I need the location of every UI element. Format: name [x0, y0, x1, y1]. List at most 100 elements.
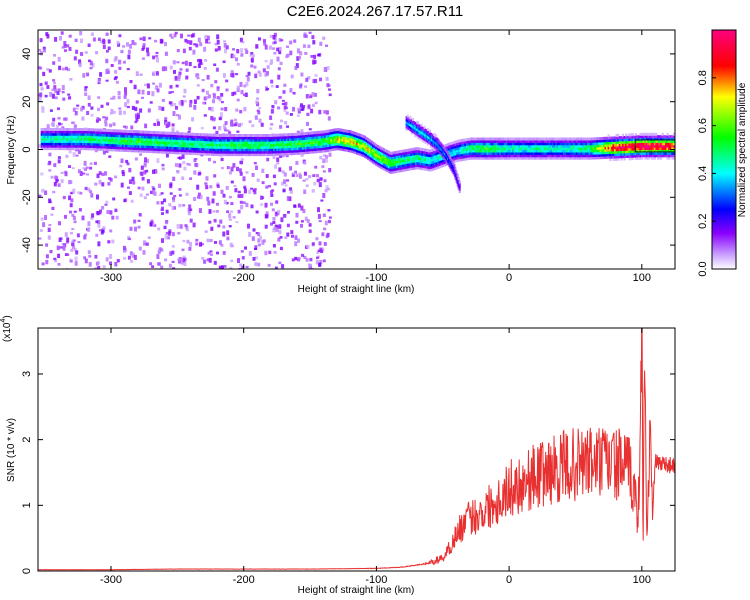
noise-cell	[175, 84, 179, 88]
spectral-cell	[606, 141, 609, 145]
spectral-cell	[524, 154, 527, 158]
spectral-cell	[320, 142, 324, 146]
spectral-cell	[623, 140, 626, 144]
noise-cell	[237, 258, 240, 263]
spectral-cell	[171, 146, 174, 150]
spectral-cell	[123, 129, 126, 133]
noise-cell	[220, 93, 224, 97]
spectral-cell	[270, 138, 273, 142]
spectral-cell	[153, 138, 156, 142]
spectral-cell	[333, 142, 336, 146]
spectral-cell	[633, 135, 636, 139]
noise-cell	[201, 79, 205, 82]
spectral-cell	[96, 133, 99, 137]
spectral-cell	[118, 143, 121, 147]
spectral-cell	[620, 155, 623, 159]
spectral-cell	[298, 144, 301, 148]
spectral-cell	[228, 145, 231, 149]
spectral-cell	[424, 153, 427, 157]
spectral-cell	[368, 139, 371, 143]
spectral-cell	[75, 137, 78, 141]
spectral-cell	[94, 138, 97, 141]
noise-cell	[213, 160, 216, 164]
spectral-cell	[199, 145, 203, 149]
spectral-cell	[391, 151, 394, 155]
spectral-cell	[241, 134, 244, 137]
spectral-cell	[644, 142, 647, 146]
spectral-cell	[313, 136, 316, 140]
spectral-cell	[516, 149, 519, 153]
spectral-cell	[105, 136, 109, 140]
spectral-cell	[343, 141, 346, 145]
spectral-cell	[575, 151, 578, 155]
spectral-cell	[610, 138, 613, 142]
spectral-cell	[594, 151, 597, 155]
spectral-cell	[121, 144, 125, 147]
noise-cell	[240, 89, 244, 95]
noise-cell	[319, 77, 322, 82]
spectral-cell	[227, 150, 230, 154]
spectral-cell	[110, 134, 113, 137]
spectral-cell	[215, 133, 218, 137]
spectral-cell	[311, 136, 314, 140]
spectral-cell	[644, 156, 647, 160]
spectral-cell	[271, 150, 274, 154]
spectral-cell	[555, 139, 558, 143]
noise-cell	[118, 66, 122, 70]
spectral-cell	[464, 152, 467, 156]
spectral-cell	[176, 151, 179, 155]
spectral-cell	[590, 156, 593, 160]
spectral-cell	[402, 154, 405, 158]
noise-cell	[48, 169, 52, 172]
spectral-cell	[435, 161, 438, 165]
spectral-cell	[58, 137, 61, 141]
noise-cell	[197, 63, 201, 69]
spectral-cell	[513, 139, 516, 143]
spectral-cell	[434, 147, 437, 151]
spectral-cell	[663, 135, 666, 139]
spectral-cell	[47, 142, 50, 146]
spectral-cell	[403, 149, 406, 153]
spectral-cell	[268, 143, 271, 147]
spectral-cell	[451, 158, 454, 162]
spectral-cell	[629, 135, 633, 139]
spectral-cell	[341, 140, 344, 144]
spectral-cell	[556, 156, 559, 160]
spectral-cell	[230, 145, 233, 149]
spectral-cell	[414, 149, 418, 153]
spectral-cell	[512, 154, 515, 158]
spectral-cell	[172, 136, 175, 140]
spectral-cell	[335, 128, 338, 132]
spectral-cell	[593, 151, 596, 155]
spectral-cell	[166, 141, 169, 145]
spectral-cell	[340, 135, 343, 139]
spectral-cell	[109, 131, 112, 135]
spectral-cell	[176, 134, 179, 138]
spectral-cell	[328, 129, 332, 133]
spectral-cell	[606, 155, 609, 159]
spectral-cell	[148, 133, 152, 137]
noise-cell	[149, 222, 153, 227]
noise-cell	[51, 206, 55, 210]
spectral-cell	[636, 154, 639, 158]
spectral-cell	[359, 138, 362, 142]
spectral-cell	[156, 136, 160, 139]
spectral-cell	[582, 139, 585, 143]
spectral-cell	[155, 145, 158, 149]
noise-cell	[242, 176, 246, 182]
noise-cell	[84, 92, 88, 96]
noise-cell	[58, 221, 61, 226]
spectral-cell	[626, 140, 629, 144]
spectral-cell	[583, 154, 586, 158]
spectral-cell	[378, 150, 381, 154]
spectral-cell	[99, 147, 102, 151]
noise-cell	[258, 118, 262, 123]
spectral-cell	[575, 156, 578, 160]
spectral-cell	[225, 134, 228, 137]
spectral-cell	[298, 137, 301, 141]
spectral-cell	[360, 141, 363, 145]
spectral-cell	[663, 144, 666, 148]
spectral-cell	[204, 138, 207, 142]
spectral-cell	[489, 149, 492, 153]
spectral-cell	[427, 156, 430, 160]
